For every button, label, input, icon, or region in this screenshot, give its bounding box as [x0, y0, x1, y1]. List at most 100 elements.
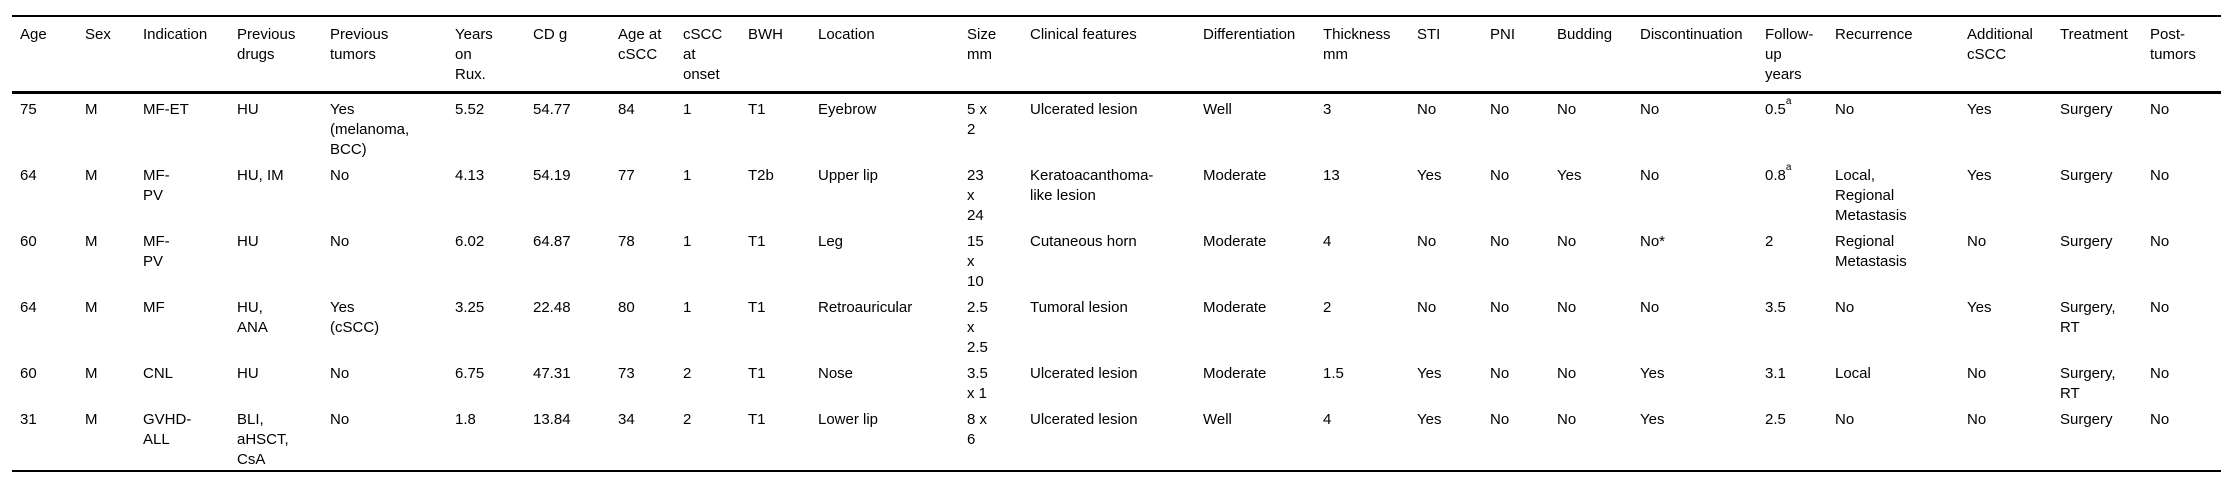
cell-treatment: Surgery, RT — [2060, 365, 2116, 402]
cell-treatment: Surgery, RT — [2060, 299, 2116, 336]
cell-indication: CNL — [143, 365, 174, 382]
cell-size-mm: 23 x 24 — [967, 167, 984, 224]
column-header-previous-drugs: Previous drugs — [237, 26, 296, 63]
cell-post-tumors: No — [2150, 101, 2170, 118]
cell-age-at-cscc: 78 — [618, 233, 635, 250]
cell-post-tumors: No — [2150, 365, 2170, 382]
cell-clinical-features: Ulcerated lesion — [1030, 365, 1138, 382]
cell-treatment: Surgery — [2060, 101, 2113, 118]
table-row: 64 M MF- PV HU, IM No 4.13 54.19 77 1 T2b Upper li… — [12, 160, 2221, 226]
cell-previous-tumors: Yes (melanoma, BCC) — [330, 101, 410, 158]
column-header-clinical-features: Clinical features — [1030, 26, 1137, 43]
cell-discontinuation: No — [1640, 299, 1660, 316]
cell-bwh: T2b — [748, 167, 774, 184]
header-row: Age Sex Indication Previous drugs Previous t… — [12, 16, 2221, 93]
cell-sex: M — [85, 167, 98, 184]
cell-previous-drugs: BLI, aHSCT, CsA — [237, 411, 289, 468]
cell-clinical-features: Keratoacanthoma- like lesion — [1030, 167, 1154, 204]
cell-cd-g: 54.77 — [533, 101, 571, 118]
cell-differentiation: Moderate — [1203, 167, 1267, 184]
column-header-recurrence: Recurrence — [1835, 26, 1913, 43]
cell-pni: No — [1490, 299, 1510, 316]
cell-pni: No — [1490, 365, 1510, 382]
column-header-age-at-cscc: Age at cSCC — [618, 26, 662, 63]
cell-additional-cscc: Yes — [1967, 101, 1992, 118]
cell-age-at-cscc: 73 — [618, 365, 635, 382]
column-header-treatment: Treatment — [2060, 26, 2128, 43]
cell-cscc-at-onset: 1 — [683, 101, 692, 118]
cell-cd-g: 13.84 — [533, 411, 571, 428]
cell-indication: MF- PV — [143, 167, 170, 204]
cell-bwh: T1 — [748, 299, 766, 316]
cell-previous-tumors: No — [330, 167, 350, 184]
cell-years-on-rux: 4.13 — [455, 167, 485, 184]
cell-value: 0.8 — [1765, 167, 1786, 184]
cell-size-mm: 3.5 x 1 — [967, 365, 988, 402]
table-wrapper: Age Sex Indication Previous drugs Previous t… — [12, 15, 2221, 472]
cell-differentiation: Well — [1203, 411, 1232, 428]
column-header-cd-g: CD g — [533, 26, 568, 43]
column-header-bwh: BWH — [748, 26, 783, 43]
cell-indication: GVHD- ALL — [143, 411, 192, 448]
cell-indication: MF- PV — [143, 233, 170, 270]
cell-treatment: Surgery — [2060, 167, 2113, 184]
cell-discontinuation: No — [1640, 167, 1660, 184]
cell-thickness-mm: 13 — [1323, 167, 1340, 184]
cell-bwh: T1 — [748, 101, 766, 118]
column-header-budding: Budding — [1557, 26, 1613, 43]
cell-sex: M — [85, 299, 98, 316]
cell-recurrence: Local, Regional Metastasis — [1835, 167, 1907, 224]
cell-clinical-features: Ulcerated lesion — [1030, 101, 1138, 118]
cell-cscc-at-onset: 1 — [683, 299, 692, 316]
cell-age-at-cscc: 80 — [618, 299, 635, 316]
cell-indication: MF — [143, 299, 165, 316]
cell-clinical-features: Cutaneous horn — [1030, 233, 1137, 250]
column-header-thickness-mm: Thickness mm — [1323, 26, 1391, 63]
cell-post-tumors: No — [2150, 411, 2170, 428]
column-header-sex: Sex — [85, 26, 111, 43]
cell-years-on-rux: 3.25 — [455, 299, 485, 316]
footnote-marker: a — [1785, 95, 1792, 107]
cell-age: 75 — [20, 101, 37, 118]
cell-previous-tumors: No — [330, 233, 350, 250]
column-header-additional-cscc: Additional cSCC — [1967, 26, 2033, 63]
column-header-pni: PNI — [1490, 26, 1516, 43]
column-header-follow-up-years: Follow- up years — [1765, 26, 1814, 83]
cell-sti: No — [1417, 101, 1437, 118]
cell-bwh: T1 — [748, 365, 766, 382]
cell-sex: M — [85, 101, 98, 118]
cell-additional-cscc: Yes — [1967, 299, 1992, 316]
cell-additional-cscc: Yes — [1967, 167, 1992, 184]
cell-budding: No — [1557, 101, 1577, 118]
cell-cscc-at-onset: 2 — [683, 365, 692, 382]
cell-follow-up-years: 0.8a — [1765, 160, 1835, 226]
cell-location: Nose — [818, 365, 854, 382]
cell-size-mm: 15 x 10 — [967, 233, 984, 290]
cell-follow-up-years: 3.1 — [1765, 365, 1786, 382]
cell-age-at-cscc: 77 — [618, 167, 635, 184]
cell-previous-tumors: No — [330, 411, 350, 428]
cell-treatment: Surgery — [2060, 233, 2113, 250]
cell-previous-drugs: HU, IM — [237, 167, 284, 184]
cell-age: 31 — [20, 411, 37, 428]
cell-sti: Yes — [1417, 365, 1442, 382]
cell-bwh: T1 — [748, 233, 766, 250]
cell-budding: No — [1557, 299, 1577, 316]
cell-age: 60 — [20, 233, 37, 250]
cell-cd-g: 64.87 — [533, 233, 571, 250]
cell-bwh: T1 — [748, 411, 766, 428]
cell-cscc-at-onset: 2 — [683, 411, 692, 428]
cell-previous-drugs: HU — [237, 365, 259, 382]
cell-cscc-at-onset: 1 — [683, 167, 692, 184]
cell-differentiation: Well — [1203, 101, 1232, 118]
column-header-sti: STI — [1417, 26, 1441, 43]
cell-follow-up-years: 3.5 — [1765, 299, 1786, 316]
table-row: 60 M MF- PV HU No 6.02 64.87 78 1 T1 Leg 15 x 10 Cut… — [12, 226, 2221, 292]
cell-differentiation: Moderate — [1203, 365, 1267, 382]
cell-previous-drugs: HU — [237, 233, 259, 250]
cell-sti: Yes — [1417, 167, 1442, 184]
table-row: 75 M MF-ET HU Yes (melanoma, BCC) 5.52 54.77 84… — [12, 93, 2221, 161]
cell-additional-cscc: No — [1967, 233, 1987, 250]
cell-location: Retroauricular — [818, 299, 913, 316]
cell-years-on-rux: 1.8 — [455, 411, 476, 428]
